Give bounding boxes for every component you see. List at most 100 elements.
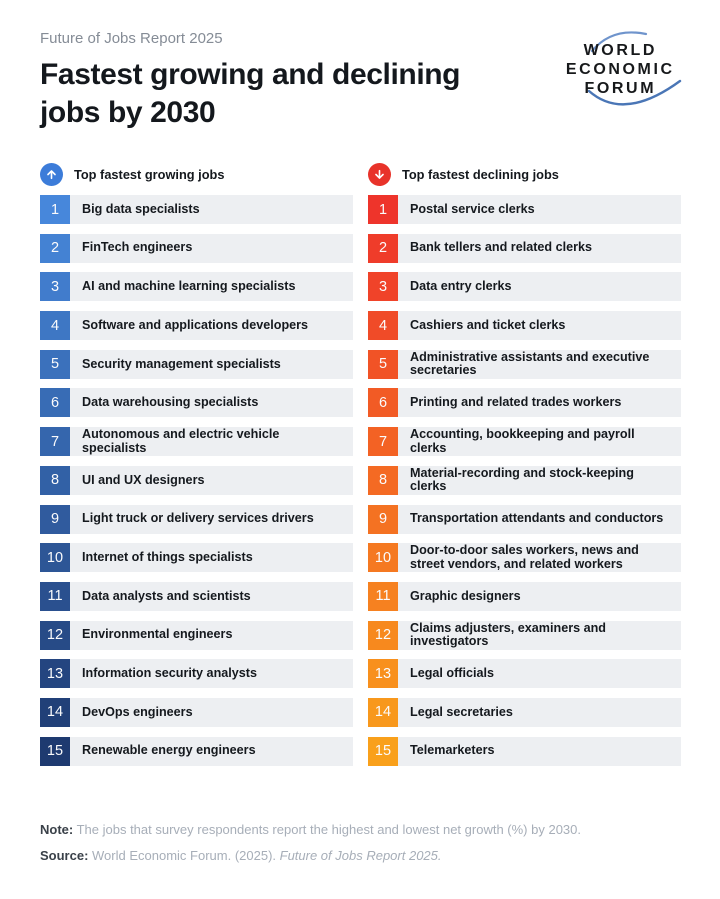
- rank-badge: 13: [368, 659, 398, 689]
- footer: Note: The jobs that survey respondents r…: [40, 817, 681, 869]
- growing-row-4: 4 Software and applications developers: [40, 311, 353, 341]
- source-text: World Economic Forum. (2025).: [88, 848, 280, 863]
- report-kicker: Future of Jobs Report 2025: [40, 30, 223, 47]
- rank-badge: 11: [40, 581, 70, 611]
- rank-badge: 5: [40, 349, 70, 379]
- source-italic: Future of Jobs Report 2025.: [279, 848, 442, 863]
- rank-badge: 14: [40, 697, 70, 727]
- wef-logo-text: WORLD ECONOMIC FORUM: [542, 24, 696, 114]
- growing-row-5: 5 Security management specialists: [40, 349, 353, 379]
- job-label: Data entry clerks: [410, 279, 512, 294]
- rank-badge: 4: [40, 311, 70, 341]
- job-label: Security management specialists: [82, 356, 281, 371]
- title-line-1: Fastest growing and declining: [40, 58, 461, 91]
- growing-row-9: 9 Light truck or delivery services driver…: [40, 504, 353, 534]
- growing-row-7: 7 Autonomous and electric vehicle special…: [40, 427, 353, 457]
- wef-logo-line-1: WORLD: [583, 41, 658, 59]
- job-label: Material-recording and stock-keeping cle…: [410, 465, 634, 494]
- rank-badge: 6: [368, 388, 398, 418]
- job-label: Bank tellers and related clerks: [410, 240, 593, 255]
- growing-column-title: Top fastest growing jobs: [74, 166, 225, 182]
- growing-row-13: 13 Information security analysts: [40, 659, 353, 689]
- ranked-lists: Top fastest growing jobs 1 Big data speci…: [40, 162, 681, 775]
- declining-row-13: 13 Legal officials: [368, 659, 681, 689]
- rank-badge: 13: [40, 659, 70, 689]
- job-label: Graphic designers: [410, 588, 521, 603]
- growing-column-header: Top fastest growing jobs: [40, 162, 353, 186]
- declining-row-5: 5 Administrative assistants and executive…: [368, 349, 681, 379]
- growing-row-1: 1 Big data specialists: [40, 195, 353, 224]
- growing-row-15: 15 Renewable energy engineers: [40, 736, 353, 766]
- source-line: Source: World Economic Forum. (2025). Fu…: [40, 843, 681, 869]
- declining-row-15: 15 Telemarketers: [368, 736, 681, 766]
- note-label: Note:: [40, 822, 74, 837]
- job-label: Accounting, bookkeeping and payroll cler…: [410, 427, 635, 455]
- rank-badge: 11: [368, 581, 398, 611]
- growing-row-11: 11 Data analysts and scientists: [40, 581, 353, 611]
- rank-badge: 8: [368, 465, 398, 495]
- title-line-2: jobs by 2030: [40, 96, 216, 129]
- job-label: Transportation attendants and conductors: [410, 511, 664, 526]
- rank-badge: 15: [40, 736, 70, 766]
- arrow-down-icon: [368, 162, 391, 186]
- rank-badge: 3: [368, 272, 398, 302]
- declining-row-9: 9 Transportation attendants and conductor…: [368, 504, 681, 534]
- rank-badge: 15: [368, 736, 398, 766]
- declining-row-10: 10 Door-to-door sales workers, news and s…: [368, 543, 681, 573]
- note-text: The jobs that survey respondents report …: [73, 822, 581, 837]
- job-label: Data analysts and scientists: [82, 588, 251, 603]
- declining-row-4: 4 Cashiers and ticket clerks: [368, 311, 681, 341]
- declining-row-2: 2 Bank tellers and related clerks: [368, 233, 681, 263]
- job-label: Printing and related trades workers: [410, 395, 622, 410]
- page-title: Fastest growing and declining jobs by 20…: [40, 56, 560, 132]
- rank-badge: 7: [40, 427, 70, 457]
- job-label: Administrative assistants and executive …: [410, 349, 650, 378]
- declining-row-3: 3 Data entry clerks: [368, 272, 681, 302]
- source-label: Source:: [40, 848, 89, 863]
- job-label: DevOps engineers: [82, 704, 193, 719]
- note-line: Note: The jobs that survey respondents r…: [40, 817, 681, 843]
- job-label: Claims adjusters, examiners and investig…: [410, 620, 606, 649]
- growing-row-6: 6 Data warehousing specialists: [40, 388, 353, 418]
- rank-badge: 8: [40, 465, 70, 495]
- growing-row-8: 8 UI and UX designers: [40, 465, 353, 495]
- job-label: Light truck or delivery services drivers: [82, 511, 314, 526]
- job-label: Software and applications developers: [82, 317, 309, 332]
- rank-badge: 9: [368, 504, 398, 534]
- job-label: AI and machine learning specialists: [82, 279, 296, 294]
- arrow-up-icon: [40, 162, 63, 186]
- declining-row-14: 14 Legal secretaries: [368, 697, 681, 727]
- rank-badge: 5: [368, 349, 398, 379]
- rank-badge: 6: [40, 388, 70, 418]
- declining-row-11: 11 Graphic designers: [368, 581, 681, 611]
- rank-badge: 2: [40, 233, 70, 263]
- job-label: Door-to-door sales workers, news and str…: [410, 543, 639, 571]
- job-label: Internet of things specialists: [82, 549, 253, 564]
- job-label: UI and UX designers: [82, 472, 205, 487]
- rank-badge: 1: [368, 195, 398, 224]
- job-label: FinTech engineers: [82, 240, 193, 255]
- declining-row-7: 7 Accounting, bookkeeping and payroll cle…: [368, 427, 681, 457]
- rank-badge: 3: [40, 272, 70, 302]
- rank-badge: 12: [40, 620, 70, 650]
- job-label: Data warehousing specialists: [82, 395, 259, 410]
- growing-row-10: 10 Internet of things specialists: [40, 543, 353, 573]
- declining-row-1: 1 Postal service clerks: [368, 195, 681, 224]
- declining-column-header: Top fastest declining jobs: [368, 162, 681, 186]
- wef-logo-line-2: ECONOMIC: [565, 60, 675, 78]
- job-label: Renewable energy engineers: [82, 743, 256, 758]
- rank-badge: 4: [368, 311, 398, 341]
- declining-row-6: 6 Printing and related trades workers: [368, 388, 681, 418]
- declining-jobs-column: Top fastest declining jobs 1 Postal servi…: [368, 162, 681, 775]
- job-label: Big data specialists: [82, 201, 200, 216]
- wef-logo-line-3: FORUM: [584, 79, 657, 97]
- rank-badge: 9: [40, 504, 70, 534]
- growing-row-12: 12 Environmental engineers: [40, 620, 353, 650]
- job-label: Legal officials: [410, 666, 494, 680]
- rank-badge: 12: [368, 620, 398, 650]
- growing-jobs-column: Top fastest growing jobs 1 Big data speci…: [40, 162, 353, 775]
- rank-badge: 10: [368, 543, 398, 573]
- declining-row-8: 8 Material-recording and stock-keeping cl…: [368, 465, 681, 495]
- rank-badge: 10: [40, 543, 70, 573]
